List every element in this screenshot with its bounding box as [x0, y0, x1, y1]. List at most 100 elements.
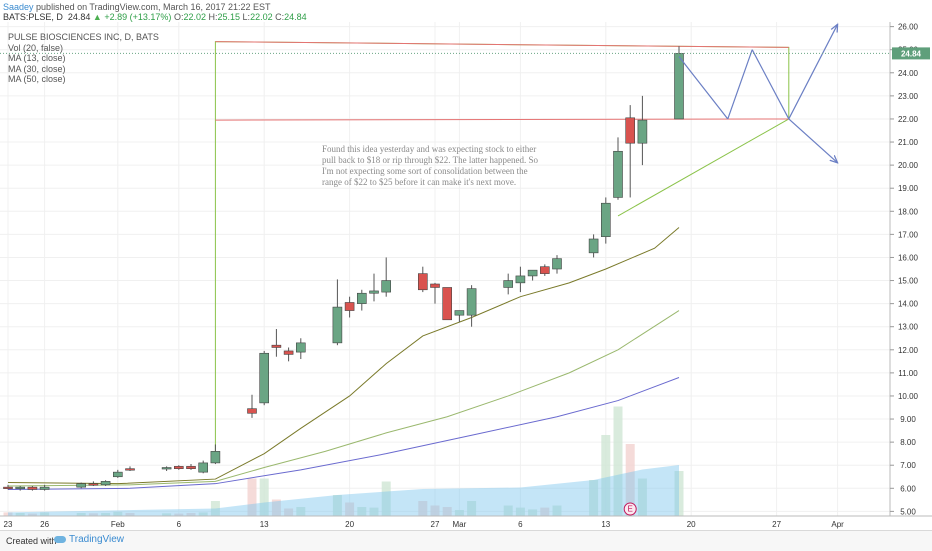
y-tick-label: 24.00 [898, 69, 919, 78]
candle-body [600, 202, 611, 237]
tradingview-logo[interactable]: TradingView [54, 534, 124, 545]
volume-bar [601, 435, 611, 516]
volume-bar [442, 507, 452, 516]
range-box-outline [214, 41, 790, 452]
close-value: 24.84 [284, 12, 307, 22]
support-line [215, 118, 789, 121]
volume-bar [198, 512, 208, 516]
y-tick-label: 20.00 [898, 161, 919, 170]
volume-bar [162, 513, 172, 516]
resistance-line [215, 41, 789, 48]
candle-body [588, 238, 599, 254]
candle-body [503, 280, 514, 288]
volume-bar [674, 471, 684, 516]
ma13-line [7, 227, 680, 485]
candle-body [674, 53, 684, 120]
y-tick-label: 15.00 [898, 277, 919, 286]
candle-body [39, 486, 50, 490]
y-tick-label: 21.00 [898, 138, 919, 147]
volume-bar [332, 495, 342, 516]
candle-body [625, 117, 636, 144]
volume-bar [15, 513, 25, 516]
y-tick-label: 13.00 [898, 323, 919, 332]
y-tick-label: 16.00 [898, 253, 919, 262]
candle-body [417, 273, 428, 291]
ohlc-line: BATS:PLSE, D 24.84 ▲ +2.89 (+13.17%) O:2… [3, 12, 307, 22]
y-tick-label: 12.00 [898, 346, 919, 355]
volume-bar [101, 513, 111, 516]
candle-body [198, 462, 208, 473]
volume-bar [210, 501, 220, 516]
volume-bar [345, 502, 355, 516]
author-link[interactable]: Saadey [3, 2, 34, 12]
y-tick-label: 18.00 [898, 207, 919, 216]
y-tick-label: 10.00 [898, 392, 919, 401]
symbol-label: BATS:PLSE, D [3, 12, 63, 22]
last-price: 24.84 [67, 12, 91, 22]
x-tick-label: Apr [831, 520, 844, 529]
x-tick-label: 23 [4, 520, 13, 529]
legend-ma30[interactable]: MA (30, close) [8, 63, 66, 74]
x-tick-label: 27 [772, 520, 781, 529]
brand-name: TradingView [69, 534, 125, 545]
y-tick-label: 17.00 [898, 230, 919, 239]
earnings-marker [623, 502, 637, 516]
high-label: H: [208, 12, 218, 22]
y-tick-label: 26.00 [898, 23, 919, 32]
x-tick-label: 26 [40, 520, 49, 529]
legend-title[interactable]: PULSE BIOSCIENCES INC, D, BATS [8, 32, 159, 42]
candle-body [295, 342, 306, 353]
projection-segment [678, 56, 729, 120]
candle-body [259, 352, 270, 404]
created-with-label: Created with [6, 536, 57, 546]
candle-body [125, 468, 135, 471]
volume-bar [369, 507, 379, 516]
open-label: O: [173, 12, 184, 22]
volume-bar [3, 512, 13, 516]
volume-bar [381, 481, 391, 516]
candle-body [88, 483, 99, 486]
low-value: 22.02 [250, 12, 273, 22]
volume-bar [637, 478, 647, 516]
ma30-line [7, 310, 680, 487]
volume-bar [271, 499, 281, 516]
candle-body [27, 486, 38, 490]
y-tick-label: 8.00 [900, 438, 916, 447]
price-tag [892, 47, 930, 60]
volume-bar [467, 501, 477, 516]
y-tick-label: 6.00 [900, 484, 916, 493]
volume-bar [552, 505, 562, 516]
candle-body [466, 288, 477, 316]
legend-volume[interactable]: Vol (20, false) [8, 42, 64, 53]
volume-bar [540, 507, 550, 516]
volume-bar [27, 513, 37, 516]
earnings-marker-label: E [628, 505, 633, 514]
price-chart[interactable]: E 5.00 6.00 7.00 8.00 9.00 10.00 11.00 12.00 13.0… [0, 22, 932, 530]
open-value: 22.02 [183, 12, 206, 22]
volume-bar [515, 507, 525, 516]
candle-body [515, 275, 526, 284]
y-tick-label: 9.00 [900, 415, 916, 424]
plot-area [0, 22, 890, 516]
candle-body [113, 471, 123, 478]
candle-body [100, 481, 111, 486]
volume-bar [40, 512, 50, 516]
candle-body [356, 292, 367, 304]
projection-branch [788, 118, 838, 163]
candle-body [247, 408, 257, 414]
candle-body [3, 486, 13, 489]
legend-ma13[interactable]: MA (13, close) [8, 53, 66, 63]
volume-bar [186, 513, 196, 516]
projection-segment [727, 49, 753, 120]
change-value: +2.89 (+13.17%) [104, 12, 172, 22]
y-tick-label: 11.00 [898, 369, 918, 378]
legend-ma50[interactable]: MA (50, close) [8, 74, 66, 84]
candle-body [454, 310, 465, 316]
volume-ma-area [8, 465, 679, 516]
price-tag-label: 24.84 [901, 49, 922, 58]
candle-body [539, 266, 550, 274]
candle-body [161, 467, 172, 470]
candle-body [15, 486, 25, 489]
x-tick-label: 13 [260, 520, 269, 529]
y-tick-label: 7.00 [900, 461, 916, 470]
